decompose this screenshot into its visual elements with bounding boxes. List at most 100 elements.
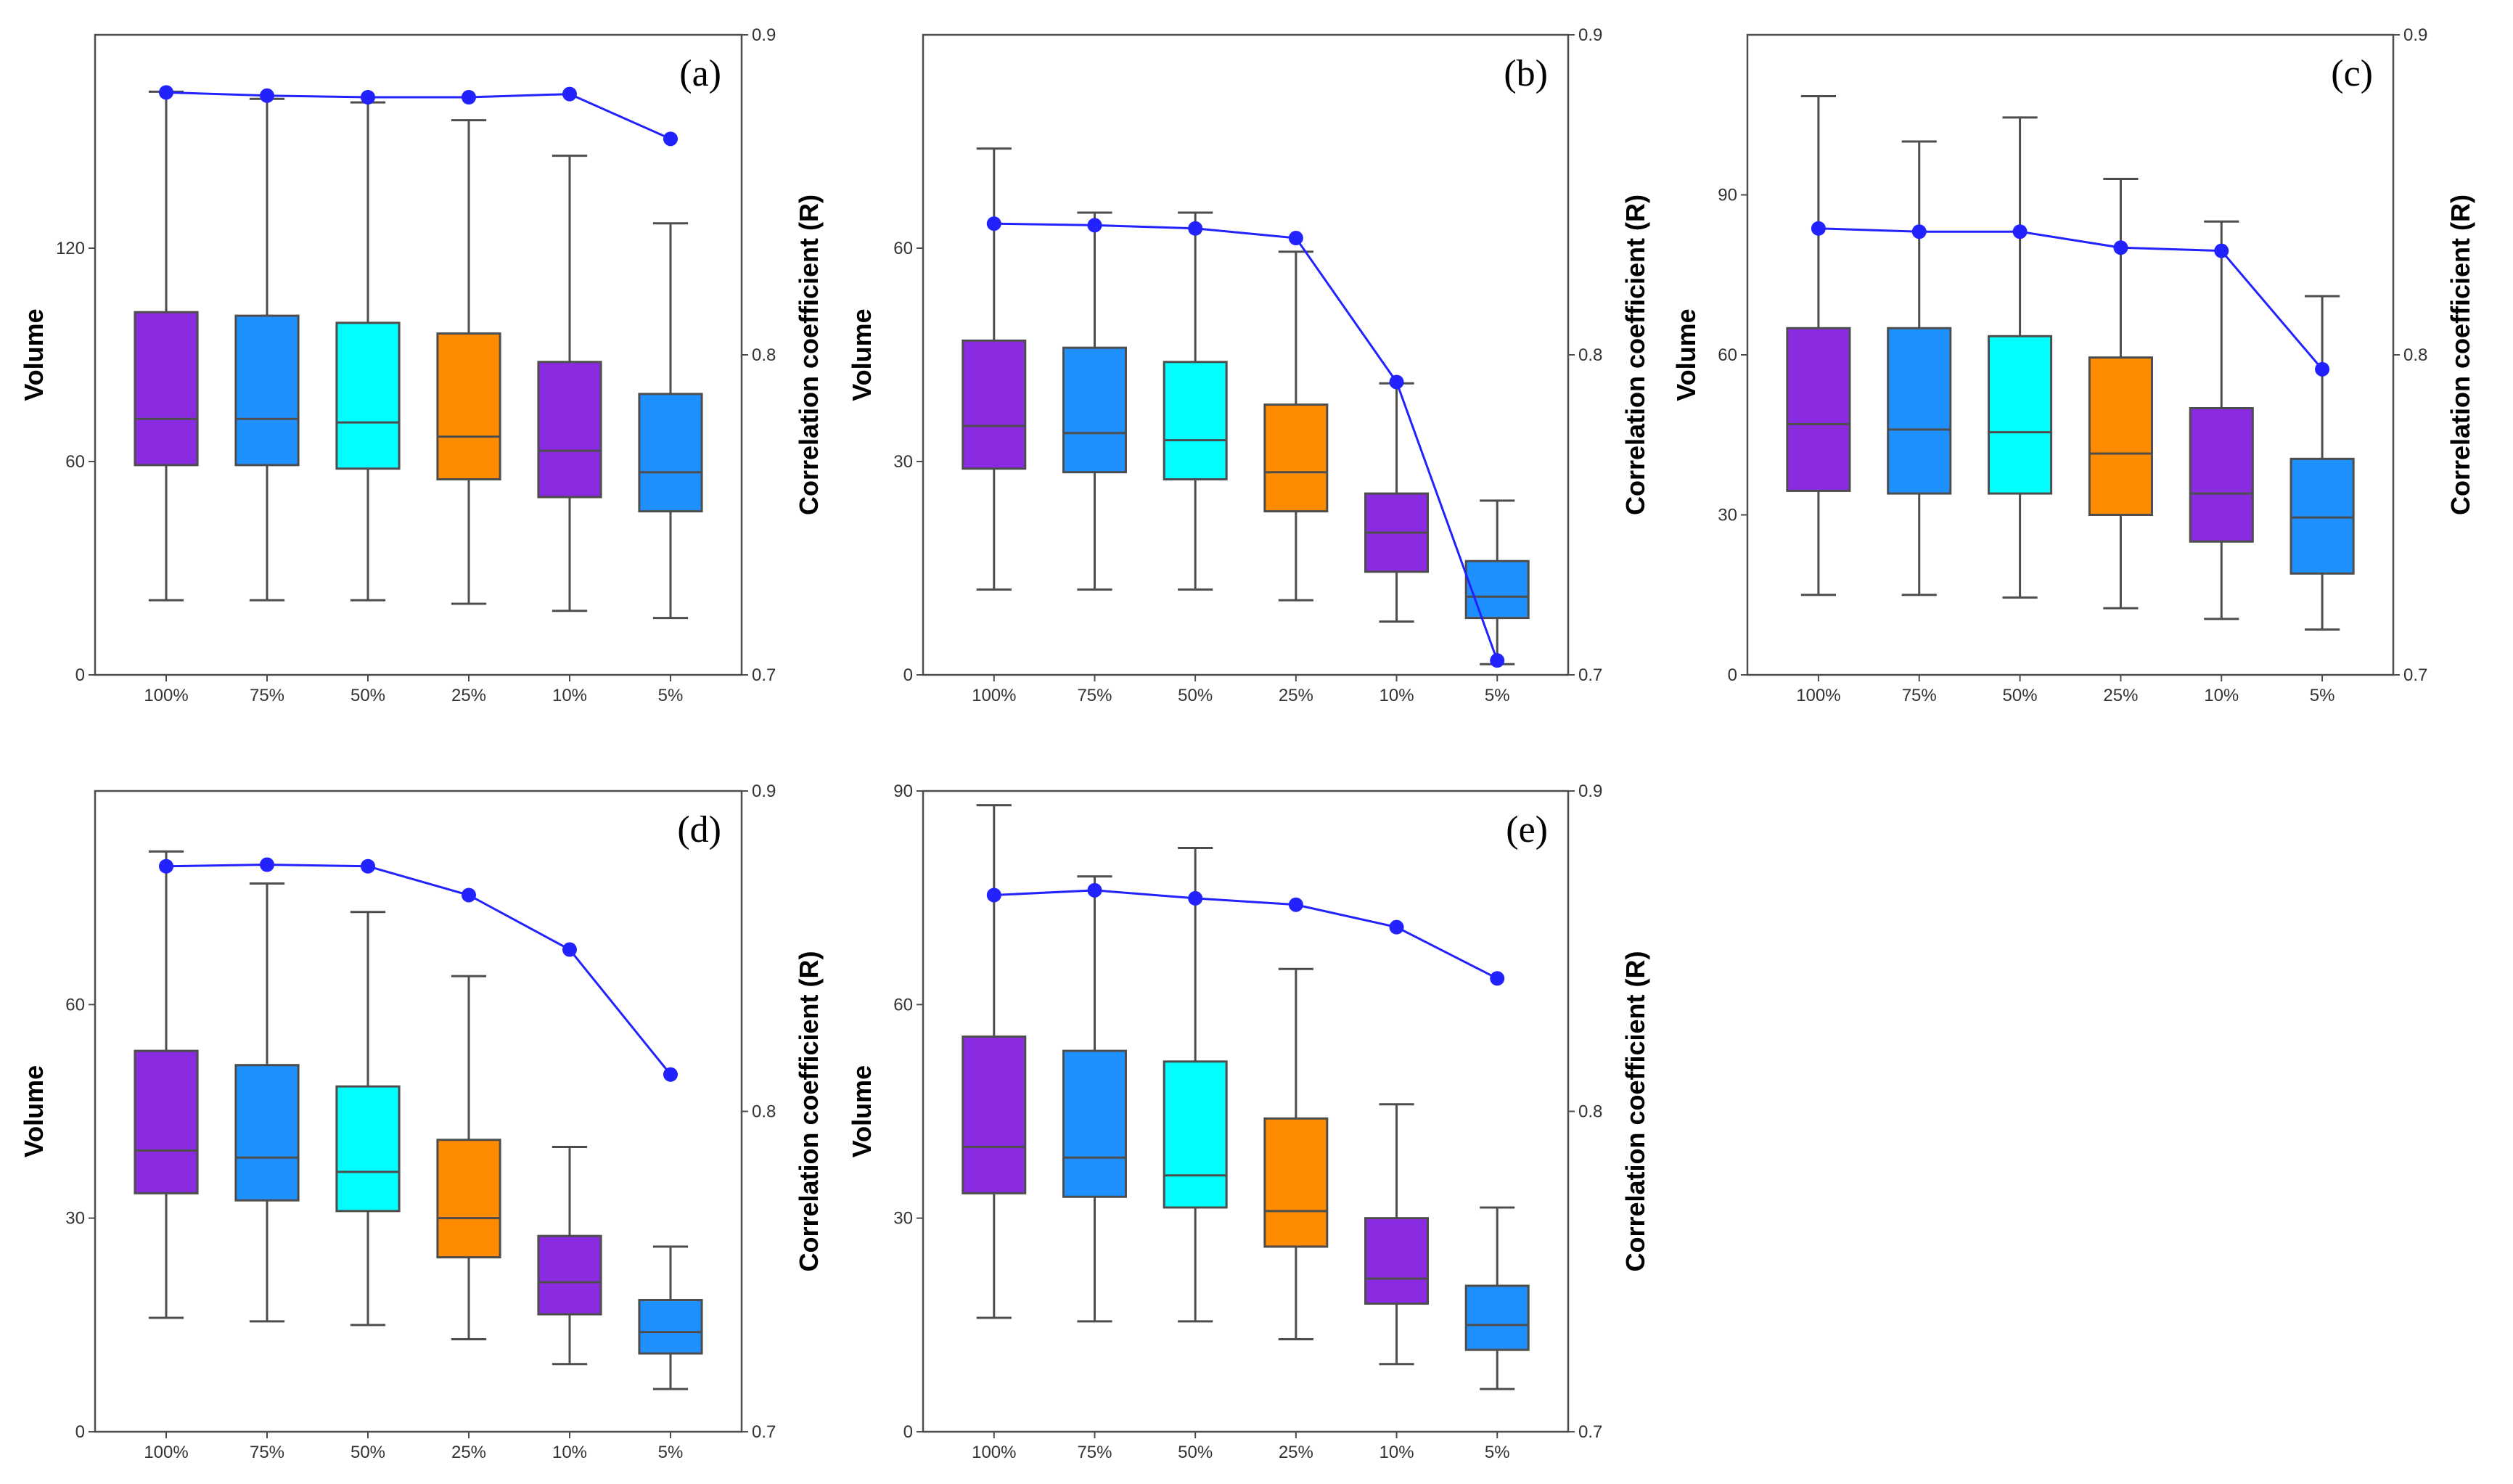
box-75%	[1887, 140, 1952, 597]
y-tick-label: 60	[893, 239, 913, 258]
x-tick-label: 25%	[2103, 686, 2138, 705]
box-10%	[1364, 1103, 1430, 1366]
iqr-box	[1988, 335, 2053, 495]
y2-tick-label: 0.8	[752, 345, 776, 365]
correlation-point	[1188, 890, 1203, 906]
x-tick-label: 50%	[350, 1443, 385, 1462]
y2-tick-label: 0.9	[2403, 25, 2427, 45]
iqr-box	[638, 1298, 703, 1355]
box-10%	[2189, 220, 2254, 620]
correlation-point	[663, 131, 678, 147]
x-tick-label: 10%	[2204, 686, 2239, 705]
iqr-box	[1163, 1060, 1228, 1209]
panel-a: 0 60 120 0.7 0.8 0.9 100% 75% 50% 25% 10% 5% (a) Volu…	[19, 25, 824, 705]
x-tick-label: 50%	[1178, 686, 1213, 705]
correlation-point	[1911, 224, 1927, 239]
correlation-line	[993, 222, 1499, 661]
box-10%	[537, 1146, 602, 1366]
iqr-box	[335, 321, 401, 470]
iqr-box	[1263, 403, 1329, 513]
x-tick-label: 75%	[250, 686, 284, 705]
iqr-box	[1163, 361, 1228, 480]
y-tick-label: 60	[1718, 345, 1737, 365]
y-tick-label: 0	[75, 665, 85, 685]
y2-tick-label: 0.9	[752, 782, 776, 801]
y-tick-label: 30	[1718, 506, 1737, 525]
y2-tick-label: 0.7	[752, 1422, 776, 1442]
y-tick-label: 120	[56, 239, 85, 258]
x-tick-label: 75%	[1902, 686, 1937, 705]
box-50%	[1988, 116, 2053, 599]
correlation-point	[461, 887, 476, 903]
panel-label: (b)	[1504, 53, 1548, 94]
iqr-box	[1464, 559, 1530, 620]
y-tick-label: 30	[893, 452, 913, 472]
box-50%	[335, 101, 401, 602]
panel-c: 0 30 60 90 0.7 0.8 0.9 100% 75% 50% 25% 10% 5% (c) Vol…	[1671, 25, 2475, 705]
x-tick-label: 10%	[1380, 1443, 1414, 1462]
correlation-point	[260, 857, 275, 872]
panel-label: (a)	[679, 53, 721, 94]
x-tick-label: 10%	[552, 686, 587, 705]
iqr-box	[234, 1064, 300, 1202]
iqr-box	[234, 314, 300, 467]
y2-tick-label: 0.8	[1578, 345, 1602, 365]
x-tick-label: 100%	[972, 1443, 1016, 1462]
box-75%	[234, 882, 300, 1323]
correlation-point	[361, 858, 376, 874]
y-tick-label: 0	[1728, 665, 1737, 685]
y2-tick-label: 0.8	[752, 1102, 776, 1122]
y-tick-label: 0	[75, 1422, 85, 1442]
x-tick-label: 50%	[2003, 686, 2038, 705]
x-tick-label: 25%	[1279, 1443, 1313, 1462]
y-axis-title: Volume	[847, 1065, 877, 1157]
iqr-box	[1786, 327, 1851, 492]
x-tick-label: 10%	[552, 1443, 587, 1462]
iqr-box	[436, 1139, 501, 1259]
y-axis-title: Volume	[847, 308, 877, 401]
box-5%	[1464, 1206, 1530, 1390]
iqr-box	[2289, 457, 2355, 575]
correlation-point	[986, 216, 1001, 231]
panel-label: (e)	[1506, 809, 1548, 850]
x-tick-label: 5%	[658, 1443, 684, 1462]
x-tick-label: 50%	[1178, 1443, 1213, 1462]
panel-label: (c)	[2331, 53, 2373, 94]
correlation-point	[1087, 218, 1102, 233]
y-axis-title: Volume	[19, 1065, 49, 1157]
box-5%	[638, 1245, 703, 1390]
iqr-box	[2088, 356, 2153, 516]
correlation-line	[1818, 227, 2324, 370]
correlation-point	[1490, 653, 1505, 668]
y2-axis-title: Correlation coefficient (R)	[1620, 951, 1650, 1271]
box-100%	[1786, 95, 1851, 597]
y-tick-label: 30	[65, 1209, 85, 1229]
box-50%	[1163, 211, 1228, 591]
box-100%	[134, 90, 199, 602]
x-tick-label: 25%	[451, 1443, 486, 1462]
correlation-point	[1087, 882, 1102, 898]
box-75%	[1062, 875, 1127, 1323]
y2-tick-label: 0.7	[1578, 1422, 1602, 1442]
box-25%	[1263, 250, 1329, 602]
iqr-box	[962, 1035, 1027, 1194]
box-25%	[436, 975, 501, 1340]
correlation-point	[2012, 224, 2028, 239]
y-tick-label: 60	[65, 452, 85, 472]
box-25%	[1263, 967, 1329, 1340]
correlation-point	[1188, 221, 1203, 236]
y2-axis-title: Correlation coefficient (R)	[2446, 194, 2475, 515]
box-75%	[1062, 211, 1127, 591]
y2-tick-label: 0.9	[1578, 25, 1602, 45]
x-tick-label: 50%	[350, 686, 385, 705]
iqr-box	[1887, 327, 1952, 495]
box-50%	[335, 911, 401, 1327]
box-100%	[962, 147, 1027, 591]
y2-tick-label: 0.7	[2403, 665, 2427, 685]
correlation-point	[361, 89, 376, 104]
iqr-box	[134, 311, 199, 467]
x-tick-label: 100%	[972, 686, 1016, 705]
x-tick-label: 5%	[1485, 1443, 1510, 1462]
correlation-point	[2113, 240, 2128, 255]
y-axis-title: Volume	[1671, 308, 1701, 401]
